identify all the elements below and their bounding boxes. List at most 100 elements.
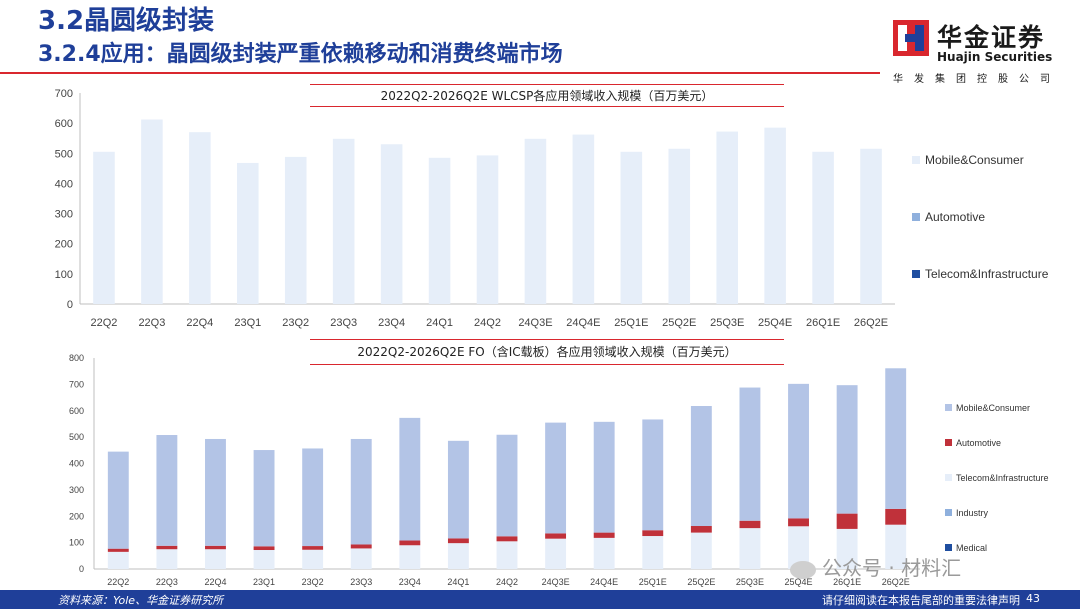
chart1-xtick-label: 23Q4 [378,317,405,329]
chart1-xtick-label: 26Q2E [854,317,888,329]
chart1-bar [524,138,547,304]
chart2-bar-segment [739,520,761,529]
chart1-bar [812,151,834,304]
chart1-xtick-label: 24Q1 [426,317,453,329]
chart2-bar-segment [302,546,324,550]
chart2-bar-segment [836,513,858,529]
chart1-xtick-label: 25Q3E [710,317,744,329]
chart2-legend-label: Telecom&Infrastructure [956,473,1049,483]
chart1-bar [668,148,691,304]
chart2-ytick-label: 200 [69,511,84,521]
chart2-bar-segment [885,368,907,509]
chart1-legend-label: Automotive [925,210,985,224]
chart2-xtick-label: 25Q2E [687,577,715,587]
chart2-xtick-label: 23Q4 [399,577,421,587]
chart2-bar-segment [885,524,907,569]
logo-sub-text: 华发集团控股公司 [893,74,1061,85]
chart2-bar-segment [350,438,372,545]
chart1-xtick-label: 24Q3E [518,317,552,329]
chart1-xtick-label: 23Q3 [330,317,357,329]
chart2-xtick-label: 24Q4E [590,577,618,587]
chart1-xtick-label: 25Q4E [758,317,792,329]
chart1-title-text: 2022Q2-2026Q2E WLCSP各应用领域收入规模（百万美元） [380,89,714,103]
section-title: 3.2晶圆级封装 [38,6,215,36]
chart1-xtick-label: 22Q2 [91,317,118,329]
chart2-bar-segment [253,550,275,569]
chart1-legend-swatch [912,156,920,164]
chart1-ytick-label: 600 [55,118,73,130]
charts-canvas: 0 100 200 300 400 500 600 700 22Q2 22Q3 22Q4 23Q1 23… [55,88,1049,587]
chart2-xtick-label: 25Q4E [785,577,813,587]
chart2-bar-segment [156,545,178,550]
chart2-bar-segment [642,536,664,569]
chart1-legend-swatch [912,213,920,221]
chart1-xtick-label: 25Q2E [662,317,696,329]
chart2-legend-label: Medical [956,543,987,553]
chart2-xtick-label: 25Q3E [736,577,764,587]
chart1-xtick-label: 24Q2 [474,317,501,329]
chart2-bar-segment [107,451,129,549]
chart2-bar-segment [350,548,372,569]
chart2-bar-segment [447,440,469,539]
chart2-bar-segment [156,435,178,546]
chart1-ytick-label: 400 [55,178,73,190]
chart2-bar-segment [107,548,129,552]
chart2-bar-segment [642,530,664,537]
chart2-legend-swatch [945,509,952,516]
chart2-bar-segment [399,417,421,541]
chart1-ytick-label: 100 [55,269,73,281]
chart1-bar [93,151,115,304]
chart2-bar-segment [496,536,518,542]
chart2-ytick-label: 0 [79,564,84,574]
chart2-bar-segment [399,540,421,546]
chart2-bar-segment [739,528,761,569]
chart2-bar-segment [788,518,809,527]
chart2-legend-swatch [945,439,952,446]
chart1-ytick-label: 300 [55,209,73,221]
chart2-xtick-label: 24Q2 [496,577,518,587]
chart2-xtick-label: 22Q3 [156,577,178,587]
chart2-bar-segment [885,508,907,525]
chart2-legend-label: Automotive [956,438,1001,448]
chart2-xtick-label: 22Q4 [204,577,226,587]
chart1-xtick-label: 22Q3 [138,317,165,329]
chart1-bar [716,131,738,304]
chart1-ytick-label: 200 [55,239,73,251]
chart2-bar-segment [593,537,615,569]
chart2-ytick-label: 700 [69,379,84,389]
chart2-bar-segment [496,541,518,569]
chart1-legend-label: Telecom&Infrastructure [925,267,1049,281]
chart2-ytick-label: 800 [69,353,84,363]
page-title: 3.2.4应用：晶圆级封装严重依赖移动和消费终端市场 [38,42,563,67]
chart1-title: 2022Q2-2026Q2E WLCSP各应用领域收入规模（百万美元） [310,84,784,107]
chart2-ytick-label: 600 [69,406,84,416]
chart1-xtick-label: 22Q4 [186,317,213,329]
footer-source: 资料来源：Yole、华金证券研究所 [58,594,224,607]
watermark-text: 公众号 · 材料汇 [822,556,962,580]
chart2-bar-segment [836,528,858,569]
chart1-bar [284,156,307,304]
logo-cn-text: 华金证券 [937,23,1046,52]
chart2-bar-segment [350,544,372,549]
chart2-bar-segment [399,545,421,569]
chart2-xtick-label: 25Q1E [639,577,667,587]
chart1-bar [380,144,403,304]
chart2-bar-segment [156,549,178,569]
chart1-bar [860,148,882,304]
chart2-xtick-label: 24Q3E [542,577,570,587]
chart2-bar-segment [447,543,469,569]
chart2-bar-segment [447,538,469,544]
chart2-xtick-label: 23Q1 [253,577,275,587]
chart1-bar [764,127,786,305]
chart2-ytick-label: 500 [69,432,84,442]
chart1-xtick-label: 25Q1E [614,317,648,329]
chart2-bar-segment [253,450,275,547]
chart1-bar [141,119,163,304]
chart2-ytick-label: 100 [69,538,84,548]
chart1-bar [620,151,643,304]
chart2-bar-segment [739,387,761,521]
chart2-bar-segment [253,546,275,551]
chart1-xtick-label: 23Q1 [234,317,261,329]
chart2-bar-segment [545,533,567,539]
chart2-bar-segment [302,549,324,569]
